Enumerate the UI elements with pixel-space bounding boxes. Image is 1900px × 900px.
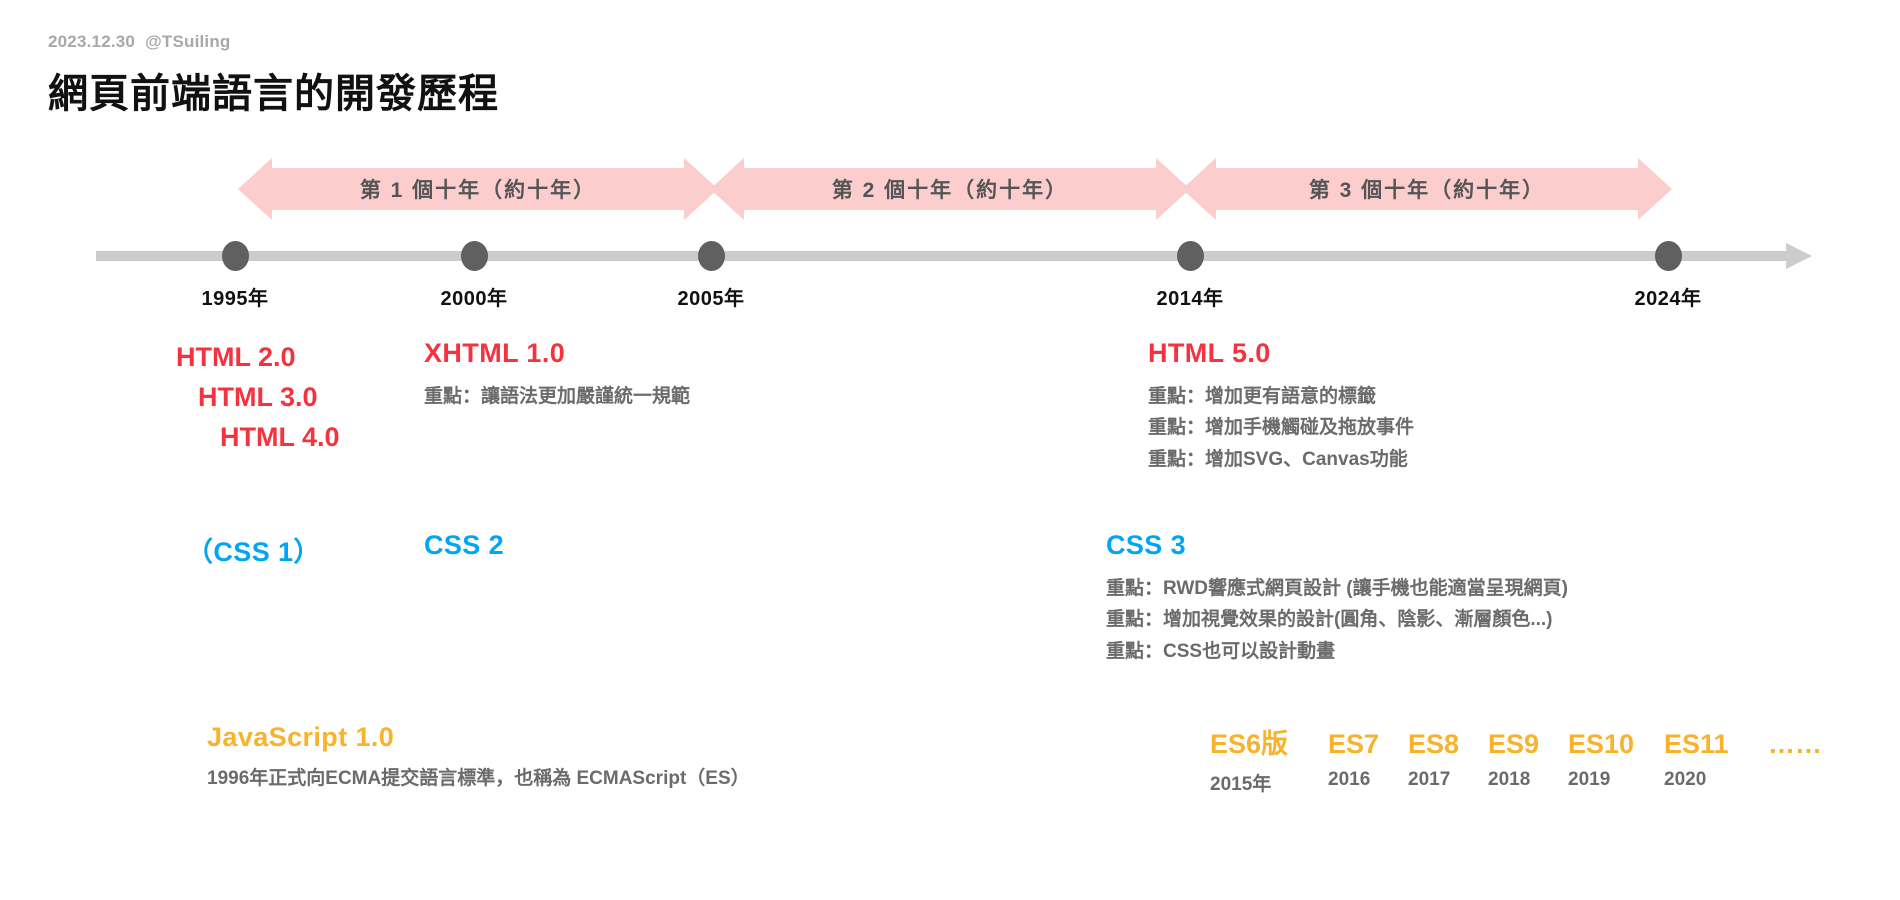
decade-banner-group: 第 1 個十年（約十年） 第 2 個十年（約十年） 第 3 個十年（約十年） (0, 158, 1900, 220)
banner-body (272, 168, 684, 210)
arrow-head-left-icon (238, 158, 272, 220)
timeline-year-label: 2005年 (677, 288, 745, 310)
decade-banner-label: 第 2 個十年（約十年） (831, 179, 1069, 202)
byline-handle: @TSuiling (145, 32, 231, 51)
css3-block: CSS 3 重點：RWD響應式網頁設計 (讓手機也能適當呈現網頁) 重點：增加視… (1106, 530, 1568, 667)
axis-arrow-icon (1786, 243, 1812, 269)
es-year-list: 2015年 2016 2017 2018 2019 2020 (1210, 769, 1822, 796)
banner-body (1216, 168, 1638, 210)
html5-note: 重點：增加手機觸碰及拖放事件 (1148, 417, 1415, 439)
es-version: ES6版 (1210, 729, 1289, 759)
timeline-year-label: 2024年 (1634, 288, 1702, 310)
es-year: 2017 (1408, 769, 1451, 790)
page-title: 網頁前端語言的開發歷程 (48, 72, 499, 116)
decade-banner-label: 第 3 個十年（約十年） (1308, 179, 1546, 202)
decade-banner-1: 第 1 個十年（約十年） (238, 158, 718, 220)
es-version: ES9 (1488, 729, 1540, 759)
es-version-list: ES6版 ES7 ES8 ES9 ES10 ES11 …… (1210, 722, 1822, 761)
xhtml-note: 重點：讓語法更加嚴謹統一規範 (424, 386, 691, 407)
css2-block: CSS 2 (424, 530, 504, 561)
html5-block: HTML 5.0 重點：增加更有語意的標籤 重點：增加手機觸碰及拖放事件 重點：… (1148, 338, 1414, 475)
xhtml-title: XHTML 1.0 (424, 338, 566, 368)
arrow-head-right-icon (1638, 158, 1672, 220)
arrow-head-left-icon (710, 158, 744, 220)
css3-note: 重點：增加視覺效果的設計(圓角、陰影、漸層顏色...) (1106, 609, 1553, 631)
css3-note: 重點：CSS也可以設計動畫 (1106, 640, 1336, 662)
decade-banner-3: 第 3 個十年（約十年） (1182, 158, 1672, 220)
css2-title: CSS 2 (424, 530, 505, 560)
timeline-dot (1177, 241, 1204, 271)
html-version: HTML 3.0 (198, 381, 318, 412)
banner-body (744, 168, 1156, 210)
html5-note: 重點：增加更有語意的標籤 (1148, 386, 1377, 407)
decade-banner-2: 第 2 個十年（約十年） (710, 158, 1190, 220)
html5-title: HTML 5.0 (1148, 338, 1271, 368)
es-versions-block: ES6版 ES7 ES8 ES9 ES10 ES11 …… 2015年 2016… (1210, 722, 1822, 796)
timeline-dot (698, 241, 725, 271)
es-year: 2016 (1328, 769, 1371, 790)
html-version: HTML 4.0 (220, 421, 340, 452)
es-version: ES10 (1568, 729, 1635, 759)
timeline-dot (1655, 241, 1682, 271)
es-year: 2015年 (1210, 774, 1272, 795)
xhtml-block: XHTML 1.0 重點：讓語法更加嚴謹統一規範 (424, 338, 690, 412)
timeline-year-label: 2000年 (440, 288, 508, 310)
es-year: 2019 (1568, 769, 1611, 790)
axis-line (96, 251, 1786, 261)
es-year: 2018 (1488, 769, 1531, 790)
es-version: ES11 (1664, 729, 1729, 759)
javascript-note: 1996年正式向ECMA提交語言標準，也稱為 ECMAScript（ES） (207, 768, 750, 789)
es-version: ES8 (1408, 729, 1460, 759)
html5-note: 重點：增加SVG、Canvas功能 (1148, 448, 1408, 470)
html-version: HTML 2.0 (176, 342, 296, 372)
byline: 2023.12.30 @TSuiling (48, 32, 499, 52)
timeline-year-label: 2014年 (1156, 288, 1224, 310)
javascript-block: JavaScript 1.0 1996年正式向ECMA提交語言標準，也稱為 EC… (207, 722, 750, 794)
html5-notes: 重點：增加更有語意的標籤 重點：增加手機觸碰及拖放事件 重點：增加SVG、Can… (1148, 381, 1414, 475)
page-header: 2023.12.30 @TSuiling 網頁前端語言的開發歷程 (48, 32, 499, 119)
byline-date: 2023.12.30 (48, 32, 136, 51)
decade-banner-label: 第 1 個十年（約十年） (359, 179, 597, 202)
css3-note: 重點：RWD響應式網頁設計 (讓手機也能適當呈現網頁) (1106, 578, 1568, 599)
javascript-title: JavaScript 1.0 (207, 722, 395, 752)
css3-title: CSS 3 (1106, 530, 1187, 560)
timeline-year-label: 1995年 (201, 288, 269, 310)
css1-title: （CSS 1） (186, 537, 321, 567)
es-version: ES7 (1328, 729, 1380, 759)
css3-notes: 重點：RWD響應式網頁設計 (讓手機也能適當呈現網頁) 重點：增加視覺效果的設計… (1106, 573, 1568, 667)
arrow-head-left-icon (1182, 158, 1216, 220)
es-year: 2020 (1664, 769, 1707, 790)
html-early-versions-block: HTML 2.0 HTML 3.0 HTML 4.0 (176, 338, 340, 458)
es-version-ellipsis: …… (1768, 729, 1822, 759)
timeline-dot (222, 241, 249, 271)
timeline-dot (461, 241, 488, 271)
css1-block: （CSS 1） (186, 530, 321, 569)
